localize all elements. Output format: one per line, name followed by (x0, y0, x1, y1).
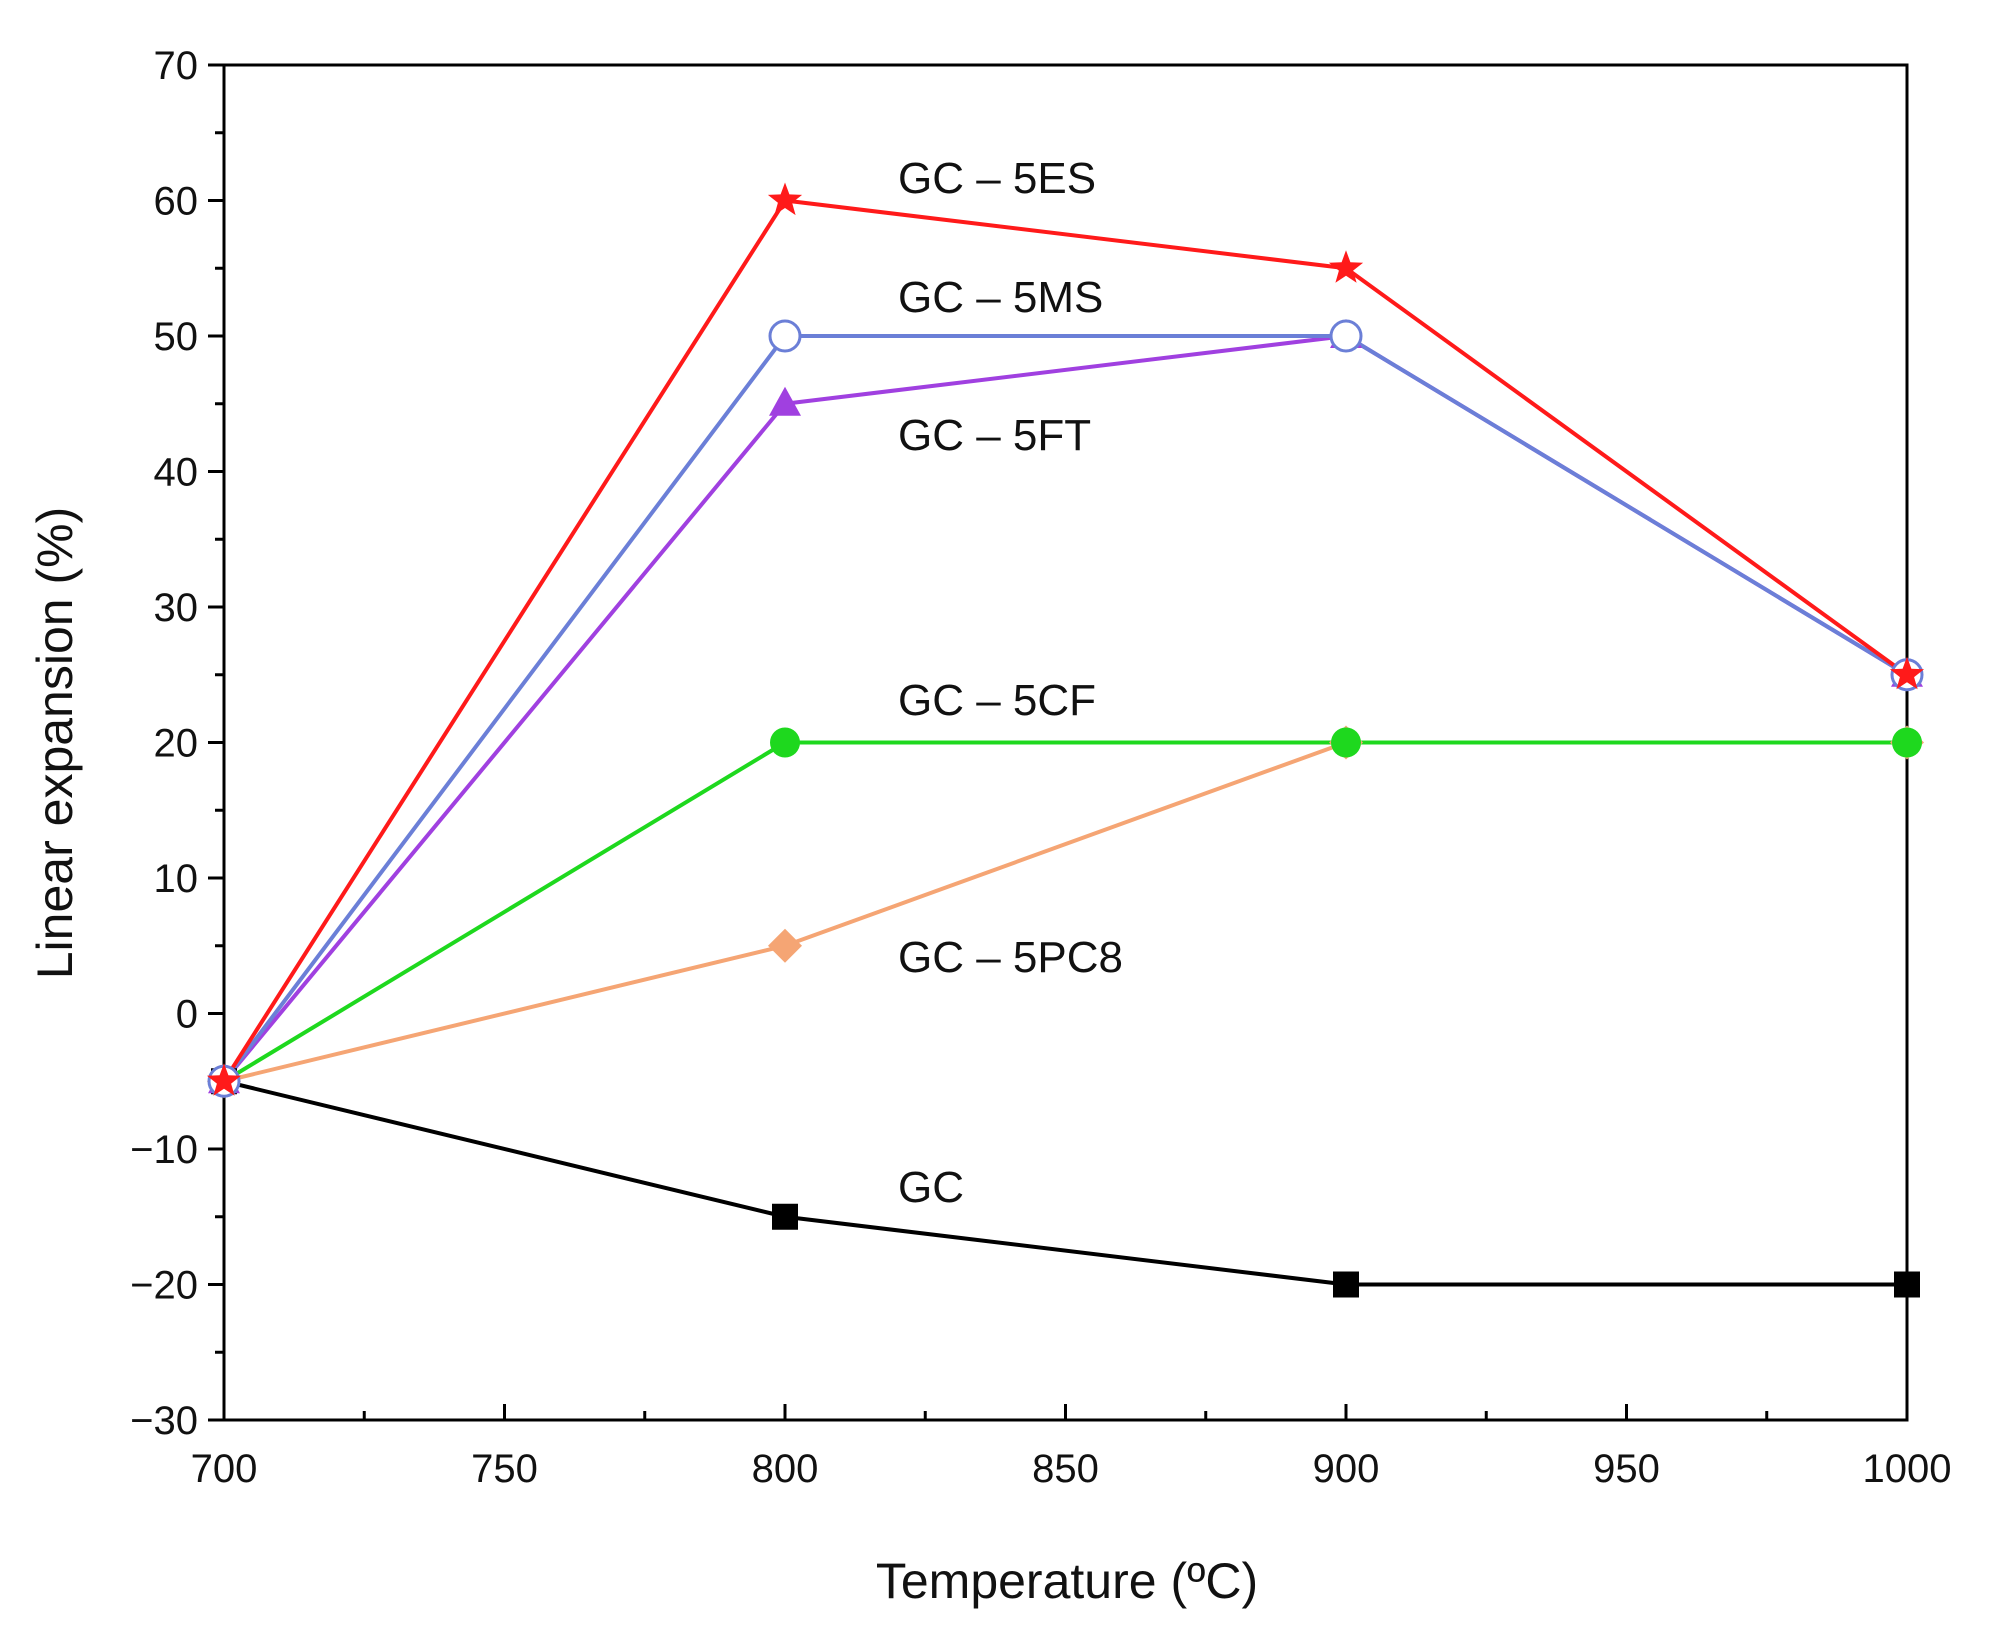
data-point-triangle (769, 386, 801, 416)
series-line (223, 740, 1907, 1084)
series-line (222, 740, 1907, 1083)
data-point-square (772, 1203, 798, 1230)
y-tick-label: −10 (130, 1128, 198, 1172)
y-axis: −30 −20 −10 0 10 20 30 40 50 60 70 (130, 44, 224, 1443)
x-axis: 700 750 800 850 900 950 1000 (191, 1404, 1952, 1491)
x-tick-label: 750 (471, 1447, 538, 1491)
x-axis-title: Temperature (ºC) (876, 1553, 1258, 1609)
data-point-diamond (768, 928, 802, 963)
data-point-star (767, 182, 803, 216)
y-tick-label: 60 (154, 180, 199, 224)
x-tick-label: 950 (1593, 1447, 1660, 1491)
series-label-gc-5pc8: GC – 5PC8 (898, 933, 1123, 982)
x-tick-label: 1000 (1863, 1447, 1952, 1491)
series-label-gc-5es: GC – 5ES (898, 154, 1096, 203)
y-tick-label: 50 (154, 315, 199, 359)
series-label-gc: GC (898, 1163, 964, 1212)
data-point-star (1328, 250, 1364, 283)
y-axis-title: Linear expansion (%) (27, 507, 83, 980)
data-point-star (206, 1063, 242, 1096)
data-point-open-circle (768, 319, 802, 353)
y-tick-label: −20 (130, 1264, 198, 1308)
series-label-gc-5ft: GC – 5FT (898, 411, 1091, 460)
x-tick-label: 800 (752, 1447, 819, 1491)
y-tick-label: 70 (154, 44, 199, 88)
data-point-circle (770, 727, 800, 758)
x-tick-label: 850 (1032, 1447, 1099, 1491)
x-tick-label: 700 (191, 1447, 258, 1491)
data-point-square (1894, 1271, 1920, 1298)
y-tick-label: 0 (176, 993, 198, 1037)
series-labels: GC – 5ES GC – 5MS GC – 5FT GC – 5CF GC –… (898, 154, 1123, 1212)
series-label-gc-5ms: GC – 5MS (898, 273, 1103, 322)
y-tick-label: 10 (154, 857, 199, 901)
series-layer (206, 182, 1925, 1298)
data-point-circle (1331, 727, 1361, 758)
y-tick-label: 40 (154, 451, 199, 495)
series-line (222, 334, 1909, 1083)
y-tick-label: 30 (154, 586, 199, 630)
y-tick-label: 20 (154, 722, 199, 766)
data-point-circle (1892, 727, 1922, 758)
x-tick-label: 900 (1313, 1447, 1380, 1491)
data-point-square (1333, 1271, 1359, 1298)
series-line (222, 198, 1909, 1083)
series-label-gc-5cf: GC – 5CF (898, 676, 1096, 725)
data-point-open-circle (1329, 319, 1363, 353)
series-line (223, 1079, 1907, 1287)
data-point-star (1889, 656, 1925, 690)
y-tick-label: −30 (130, 1399, 198, 1443)
